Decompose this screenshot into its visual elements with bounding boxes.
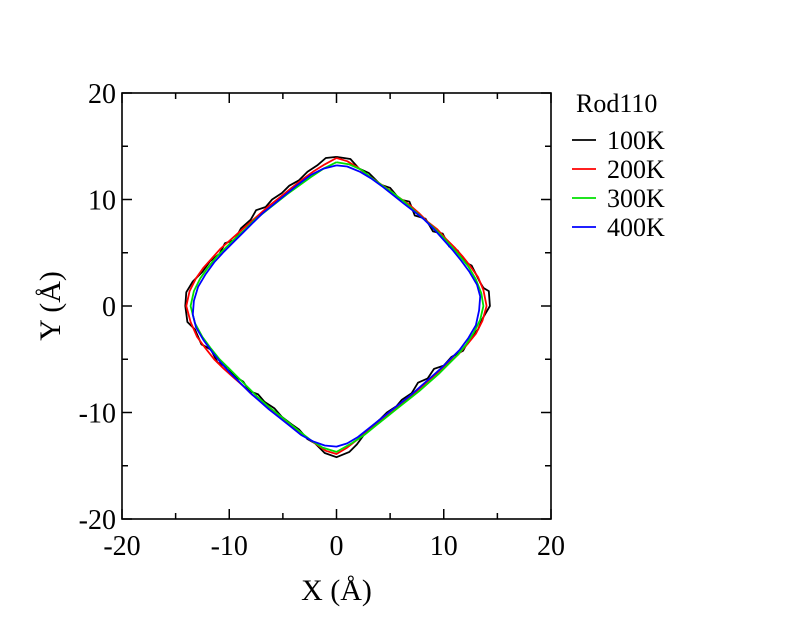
- y-tick-label: -10: [79, 399, 116, 430]
- x-tick-label: 20: [537, 531, 565, 562]
- legend-label: 200K: [607, 155, 665, 184]
- x-tick-label: 10: [430, 531, 458, 562]
- x-tick-label: -20: [103, 531, 140, 562]
- plot-frame: [121, 92, 552, 520]
- x-tick-label: 0: [330, 531, 344, 562]
- legend-label: 100K: [607, 126, 665, 155]
- legend-title: Rod110: [576, 89, 657, 118]
- series-line-100K: [184, 156, 491, 459]
- series-layer: [184, 156, 491, 459]
- series-line-300K: [189, 161, 485, 453]
- x-tick-label: -10: [211, 531, 248, 562]
- y-tick-label: -20: [79, 505, 116, 536]
- y-tick-label: 0: [102, 292, 116, 323]
- legend-label: 400K: [607, 213, 665, 242]
- series-line-200K: [185, 157, 488, 455]
- series-line-400K: [191, 164, 482, 448]
- legend-label: 300K: [607, 184, 665, 213]
- tick-labels-layer: -20 -10 0 10 20 -20 -10 0 10 20: [79, 79, 565, 562]
- y-tick-label: 20: [88, 79, 116, 110]
- x-axis-title: X (Å): [301, 574, 372, 607]
- y-axis-title: Y (Å): [34, 271, 67, 341]
- y-tick-label: 10: [88, 186, 116, 217]
